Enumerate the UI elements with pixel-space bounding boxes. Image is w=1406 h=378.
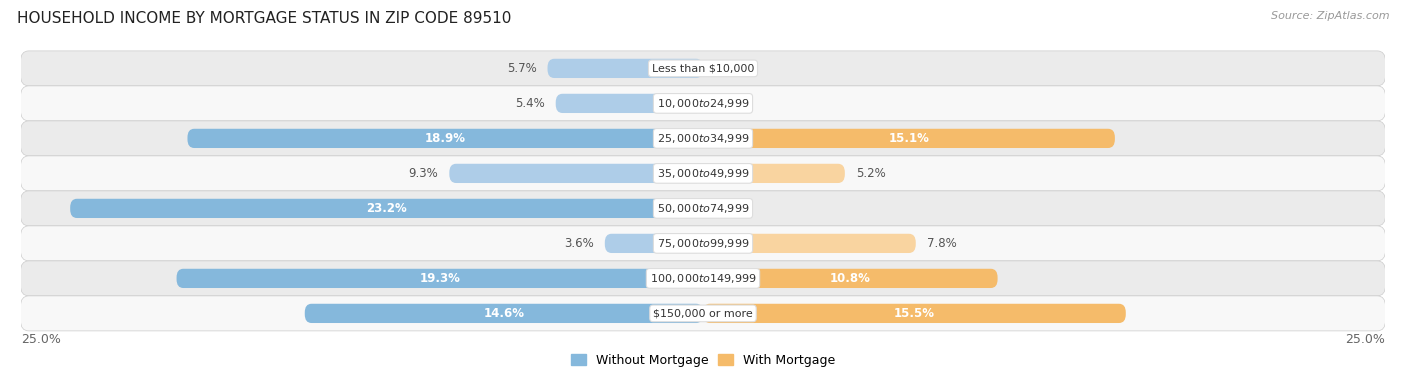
Text: 9.3%: 9.3% [409,167,439,180]
Text: 18.9%: 18.9% [425,132,465,145]
Text: $50,000 to $74,999: $50,000 to $74,999 [657,202,749,215]
Text: $10,000 to $24,999: $10,000 to $24,999 [657,97,749,110]
Text: $150,000 or more: $150,000 or more [654,308,752,318]
Text: HOUSEHOLD INCOME BY MORTGAGE STATUS IN ZIP CODE 89510: HOUSEHOLD INCOME BY MORTGAGE STATUS IN Z… [17,11,512,26]
FancyBboxPatch shape [547,59,703,78]
Text: $35,000 to $49,999: $35,000 to $49,999 [657,167,749,180]
FancyBboxPatch shape [450,164,703,183]
FancyBboxPatch shape [187,129,703,148]
FancyBboxPatch shape [703,269,998,288]
Text: 5.2%: 5.2% [856,167,886,180]
FancyBboxPatch shape [703,304,1126,323]
Text: 5.7%: 5.7% [508,62,537,75]
Text: 25.0%: 25.0% [21,333,60,346]
Text: Less than $10,000: Less than $10,000 [652,64,754,73]
FancyBboxPatch shape [703,129,1115,148]
FancyBboxPatch shape [21,226,1385,261]
FancyBboxPatch shape [21,296,1385,331]
FancyBboxPatch shape [555,94,703,113]
Text: 25.0%: 25.0% [1346,333,1385,346]
Text: 23.2%: 23.2% [366,202,406,215]
FancyBboxPatch shape [21,121,1385,156]
FancyBboxPatch shape [305,304,703,323]
Text: $75,000 to $99,999: $75,000 to $99,999 [657,237,749,250]
Text: 15.1%: 15.1% [889,132,929,145]
FancyBboxPatch shape [703,234,915,253]
FancyBboxPatch shape [21,261,1385,296]
Text: 3.6%: 3.6% [564,237,593,250]
FancyBboxPatch shape [605,234,703,253]
Text: 14.6%: 14.6% [484,307,524,320]
FancyBboxPatch shape [177,269,703,288]
Text: 0.0%: 0.0% [714,62,744,75]
FancyBboxPatch shape [21,51,1385,86]
FancyBboxPatch shape [21,86,1385,121]
FancyBboxPatch shape [70,199,703,218]
Text: 5.4%: 5.4% [515,97,544,110]
Legend: Without Mortgage, With Mortgage: Without Mortgage, With Mortgage [565,349,841,372]
Text: 0.0%: 0.0% [714,97,744,110]
Text: $100,000 to $149,999: $100,000 to $149,999 [650,272,756,285]
Text: 19.3%: 19.3% [419,272,460,285]
FancyBboxPatch shape [21,191,1385,226]
Text: 7.8%: 7.8% [927,237,956,250]
Text: 0.0%: 0.0% [714,202,744,215]
Text: 15.5%: 15.5% [894,307,935,320]
Text: Source: ZipAtlas.com: Source: ZipAtlas.com [1271,11,1389,21]
Text: 10.8%: 10.8% [830,272,870,285]
FancyBboxPatch shape [21,156,1385,191]
Text: $25,000 to $34,999: $25,000 to $34,999 [657,132,749,145]
FancyBboxPatch shape [703,164,845,183]
